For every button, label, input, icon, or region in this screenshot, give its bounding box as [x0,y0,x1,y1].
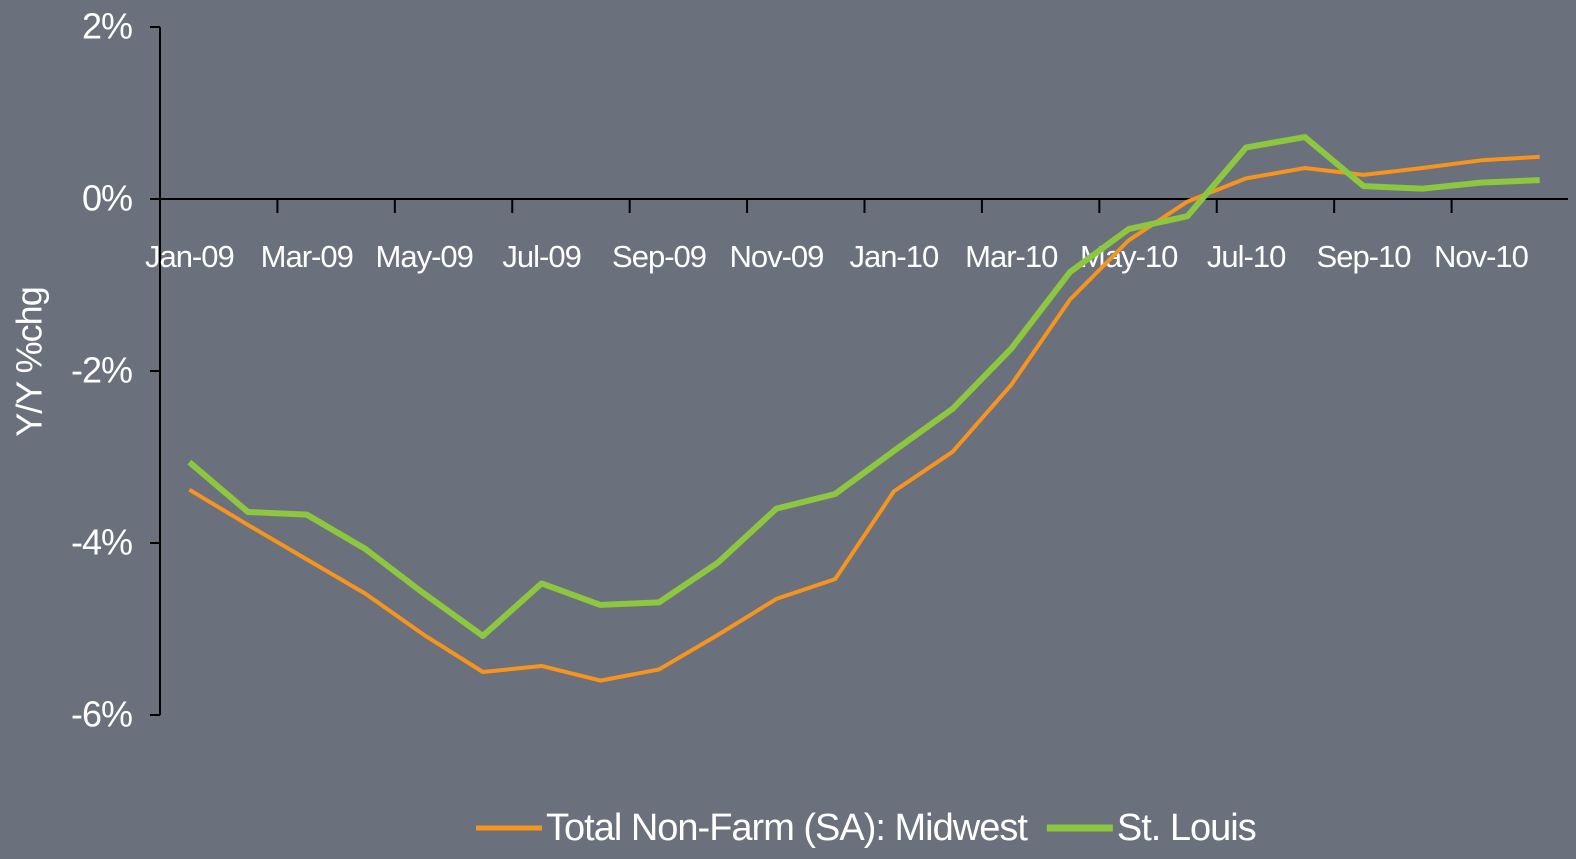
x-tick-label: Mar-09 [261,239,353,274]
y-tick-label: 2% [82,6,132,47]
y-axis-title: Y/Y %chg [9,287,50,436]
x-tick-label: May-09 [376,239,473,274]
x-tick-label: Sep-09 [612,239,706,274]
x-tick-label: Jul-10 [1207,239,1286,274]
y-tick-label: 0% [82,178,132,219]
x-tick-label: Jan-10 [849,239,939,274]
y-tick-label: -6% [71,694,132,735]
x-tick-label: Nov-09 [729,239,823,274]
legend-label: St. Louis [1117,807,1256,849]
y-tick-label: -2% [71,350,132,391]
series-line [188,154,1540,683]
x-tick-label: Sep-10 [1317,239,1412,274]
x-tick-label: Nov-10 [1434,239,1529,274]
legend-label: Total Non-Farm (SA): Midwest [546,807,1028,849]
x-tick-label: Mar-10 [965,239,1058,274]
x-tick-label: May-10 [1080,239,1178,274]
series-line [187,134,1540,639]
y-tick-label: -4% [71,522,132,563]
x-tick-label: Jul-09 [502,239,580,274]
x-tick-label: Jan-09 [145,239,234,274]
